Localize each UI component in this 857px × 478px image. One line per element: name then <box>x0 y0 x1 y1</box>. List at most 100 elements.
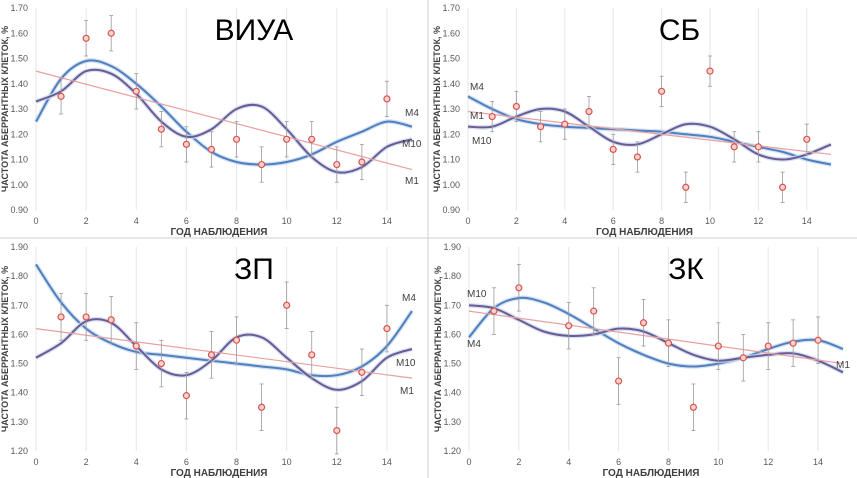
series-line-m4 <box>35 59 413 166</box>
y-tick-label: 1.20 <box>443 446 461 456</box>
y-tick-label: 1.70 <box>443 300 461 310</box>
data-point <box>536 123 545 131</box>
series-line-m10 <box>467 107 832 161</box>
data-point <box>232 135 241 143</box>
y-tick-label: 1.40 <box>443 388 461 398</box>
series-glow-m4 <box>34 58 413 167</box>
x-tick-label: 2 <box>514 216 519 226</box>
data-point <box>283 301 291 309</box>
y-tick-label: 1.50 <box>443 359 461 369</box>
x-tick-label: 12 <box>763 457 773 467</box>
data-point <box>565 322 573 330</box>
y-tick-label: 1.20 <box>10 129 28 139</box>
x-axis-title: ГОД НАБЛЮДЕНИЯ <box>603 468 700 478</box>
data-point <box>182 392 190 400</box>
x-tick-label: 0 <box>33 216 38 226</box>
series-glow-m10 <box>468 303 844 375</box>
y-tick-label: 1.60 <box>10 329 28 339</box>
x-tick-label: 6 <box>184 457 189 467</box>
data-point <box>764 342 772 350</box>
chart-title: ВИУА <box>215 14 294 47</box>
x-tick-label: 2 <box>516 457 521 467</box>
y-tick-label: 1.70 <box>10 3 28 13</box>
chart-panel-4: 0 2 4 6 8 10 12 14 1.20 1.30 1.40 1.50 1.60 1.70 1.80 1… <box>433 242 850 478</box>
data-point <box>682 183 690 191</box>
x-tick-label: 0 <box>465 216 470 226</box>
data-point <box>333 427 341 435</box>
x-tick-label: 0 <box>466 457 471 467</box>
y-tick-label: 1.60 <box>10 28 28 38</box>
data-point <box>614 377 623 385</box>
data-point <box>383 325 391 333</box>
data-point <box>132 87 140 95</box>
y-tick-label: 1.60 <box>443 329 461 339</box>
data-point <box>739 354 747 362</box>
data-point <box>283 135 291 143</box>
x-axis-title: ГОД НАБЛЮДЕНИЯ <box>171 468 268 478</box>
data-point <box>57 92 65 100</box>
y-tick-label: 1.50 <box>10 359 28 369</box>
y-tick-label: 1.00 <box>10 180 28 190</box>
y-tick-label: 1.40 <box>10 388 28 398</box>
y-tick-label: 1.20 <box>442 129 460 139</box>
data-point <box>182 140 190 148</box>
data-point <box>730 143 738 151</box>
y-axis-title: ЧАСТОТА АБЕРРАНТНЫХ КЛЕТОК, % <box>432 26 442 192</box>
data-point <box>82 34 90 42</box>
y-tick-label: 1.90 <box>443 242 461 252</box>
y-tick-label: 0.90 <box>10 205 28 215</box>
y-tick-label: 1.70 <box>442 3 460 13</box>
y-axis-title: ЧАСТОТА АБЕРРАНТНЫХ КЛЕТОК, % <box>433 266 443 432</box>
x-tick-label: 12 <box>753 216 763 226</box>
series-line-m10 <box>35 68 413 174</box>
data-point <box>561 120 569 128</box>
series-line-m4 <box>467 95 832 166</box>
data-point <box>754 143 763 151</box>
x-tick-label: 10 <box>705 216 715 226</box>
x-tick-label: 4 <box>134 457 139 467</box>
y-axis-title: ЧАСТОТА АБЕРРАНТНЫХ КЛЕТОК, % <box>0 266 10 432</box>
data-point <box>308 351 316 359</box>
data-point <box>590 307 598 315</box>
y-tick-label: 1.40 <box>442 79 460 89</box>
series-label-m4: M4 <box>405 108 419 119</box>
y-tick-label: 1.00 <box>442 180 460 190</box>
series-label-m4: M4 <box>402 293 416 304</box>
y-tick-label: 1.10 <box>10 155 28 165</box>
series-label-m10: M10 <box>402 139 422 150</box>
data-point <box>814 336 822 344</box>
series-label-m1: M1 <box>836 360 850 371</box>
x-tick-label: 14 <box>382 457 392 467</box>
data-point <box>490 307 498 315</box>
x-tick-label: 0 <box>33 457 38 467</box>
data-point <box>689 403 698 411</box>
series-label-m1: M1 <box>405 176 419 187</box>
x-tick-label: 10 <box>282 216 292 226</box>
data-point <box>789 339 797 347</box>
series-label-m10: M10 <box>472 136 492 147</box>
x-tick-label: 6 <box>611 216 616 226</box>
data-point <box>609 145 617 153</box>
data-point <box>585 107 593 116</box>
chart-panel-2: 0 2 4 6 8 10 12 14 0.90 1.00 1.10 1.20 1.30 1.40 1.50 1… <box>432 3 832 238</box>
series-line-m4 <box>468 296 844 368</box>
x-axis-title: ГОД НАБЛЮДЕНИЯ <box>596 227 693 238</box>
data-point <box>107 316 115 324</box>
x-tick-label: 4 <box>134 216 139 226</box>
data-point <box>358 368 366 376</box>
trendline-m1 <box>467 110 832 156</box>
series-label-m1: M1 <box>400 386 414 397</box>
x-tick-label: 14 <box>802 216 812 226</box>
y-tick-label: 1.40 <box>10 79 28 89</box>
data-point <box>778 183 787 191</box>
y-tick-label: 1.80 <box>443 271 461 281</box>
y-tick-label: 1.10 <box>442 155 460 165</box>
x-tick-label: 14 <box>382 216 392 226</box>
data-point <box>232 336 241 344</box>
x-tick-label: 8 <box>234 457 239 467</box>
data-point <box>57 313 65 321</box>
data-point <box>706 67 714 75</box>
y-tick-label: 1.70 <box>10 300 28 310</box>
y-tick-label: 1.60 <box>442 28 460 38</box>
data-point <box>714 342 722 350</box>
